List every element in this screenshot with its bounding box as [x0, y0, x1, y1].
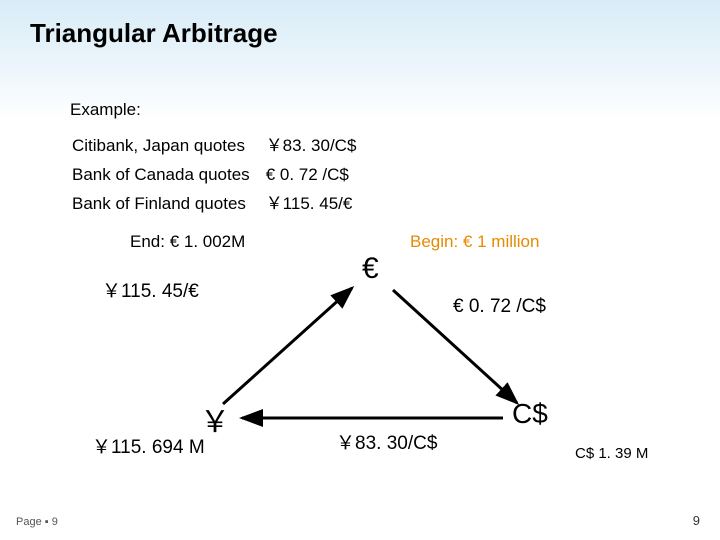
cad-amount-label: C$ 1. 39 M [575, 445, 648, 462]
node-cad: C$ [512, 398, 548, 430]
footer-page-number: 9 [693, 513, 700, 528]
rate-right-label: € 0. 72 /C$ [453, 296, 546, 318]
yen-amount-label: ￥115. 694 M [92, 432, 205, 459]
end-label: End: € 1. 002M [130, 232, 245, 252]
edge-yen-eur [223, 288, 352, 404]
rate-bottom-label: ￥83. 30/C$ [336, 428, 437, 455]
footer-page-label: Page ▪ 9 [16, 516, 58, 528]
begin-label: Begin: € 1 million [410, 232, 539, 252]
slide: Triangular Arbitrage Example: Citibank, … [0, 0, 720, 540]
node-eur: € [362, 252, 379, 286]
rate-left-label: ￥115. 45/€ [102, 276, 199, 303]
